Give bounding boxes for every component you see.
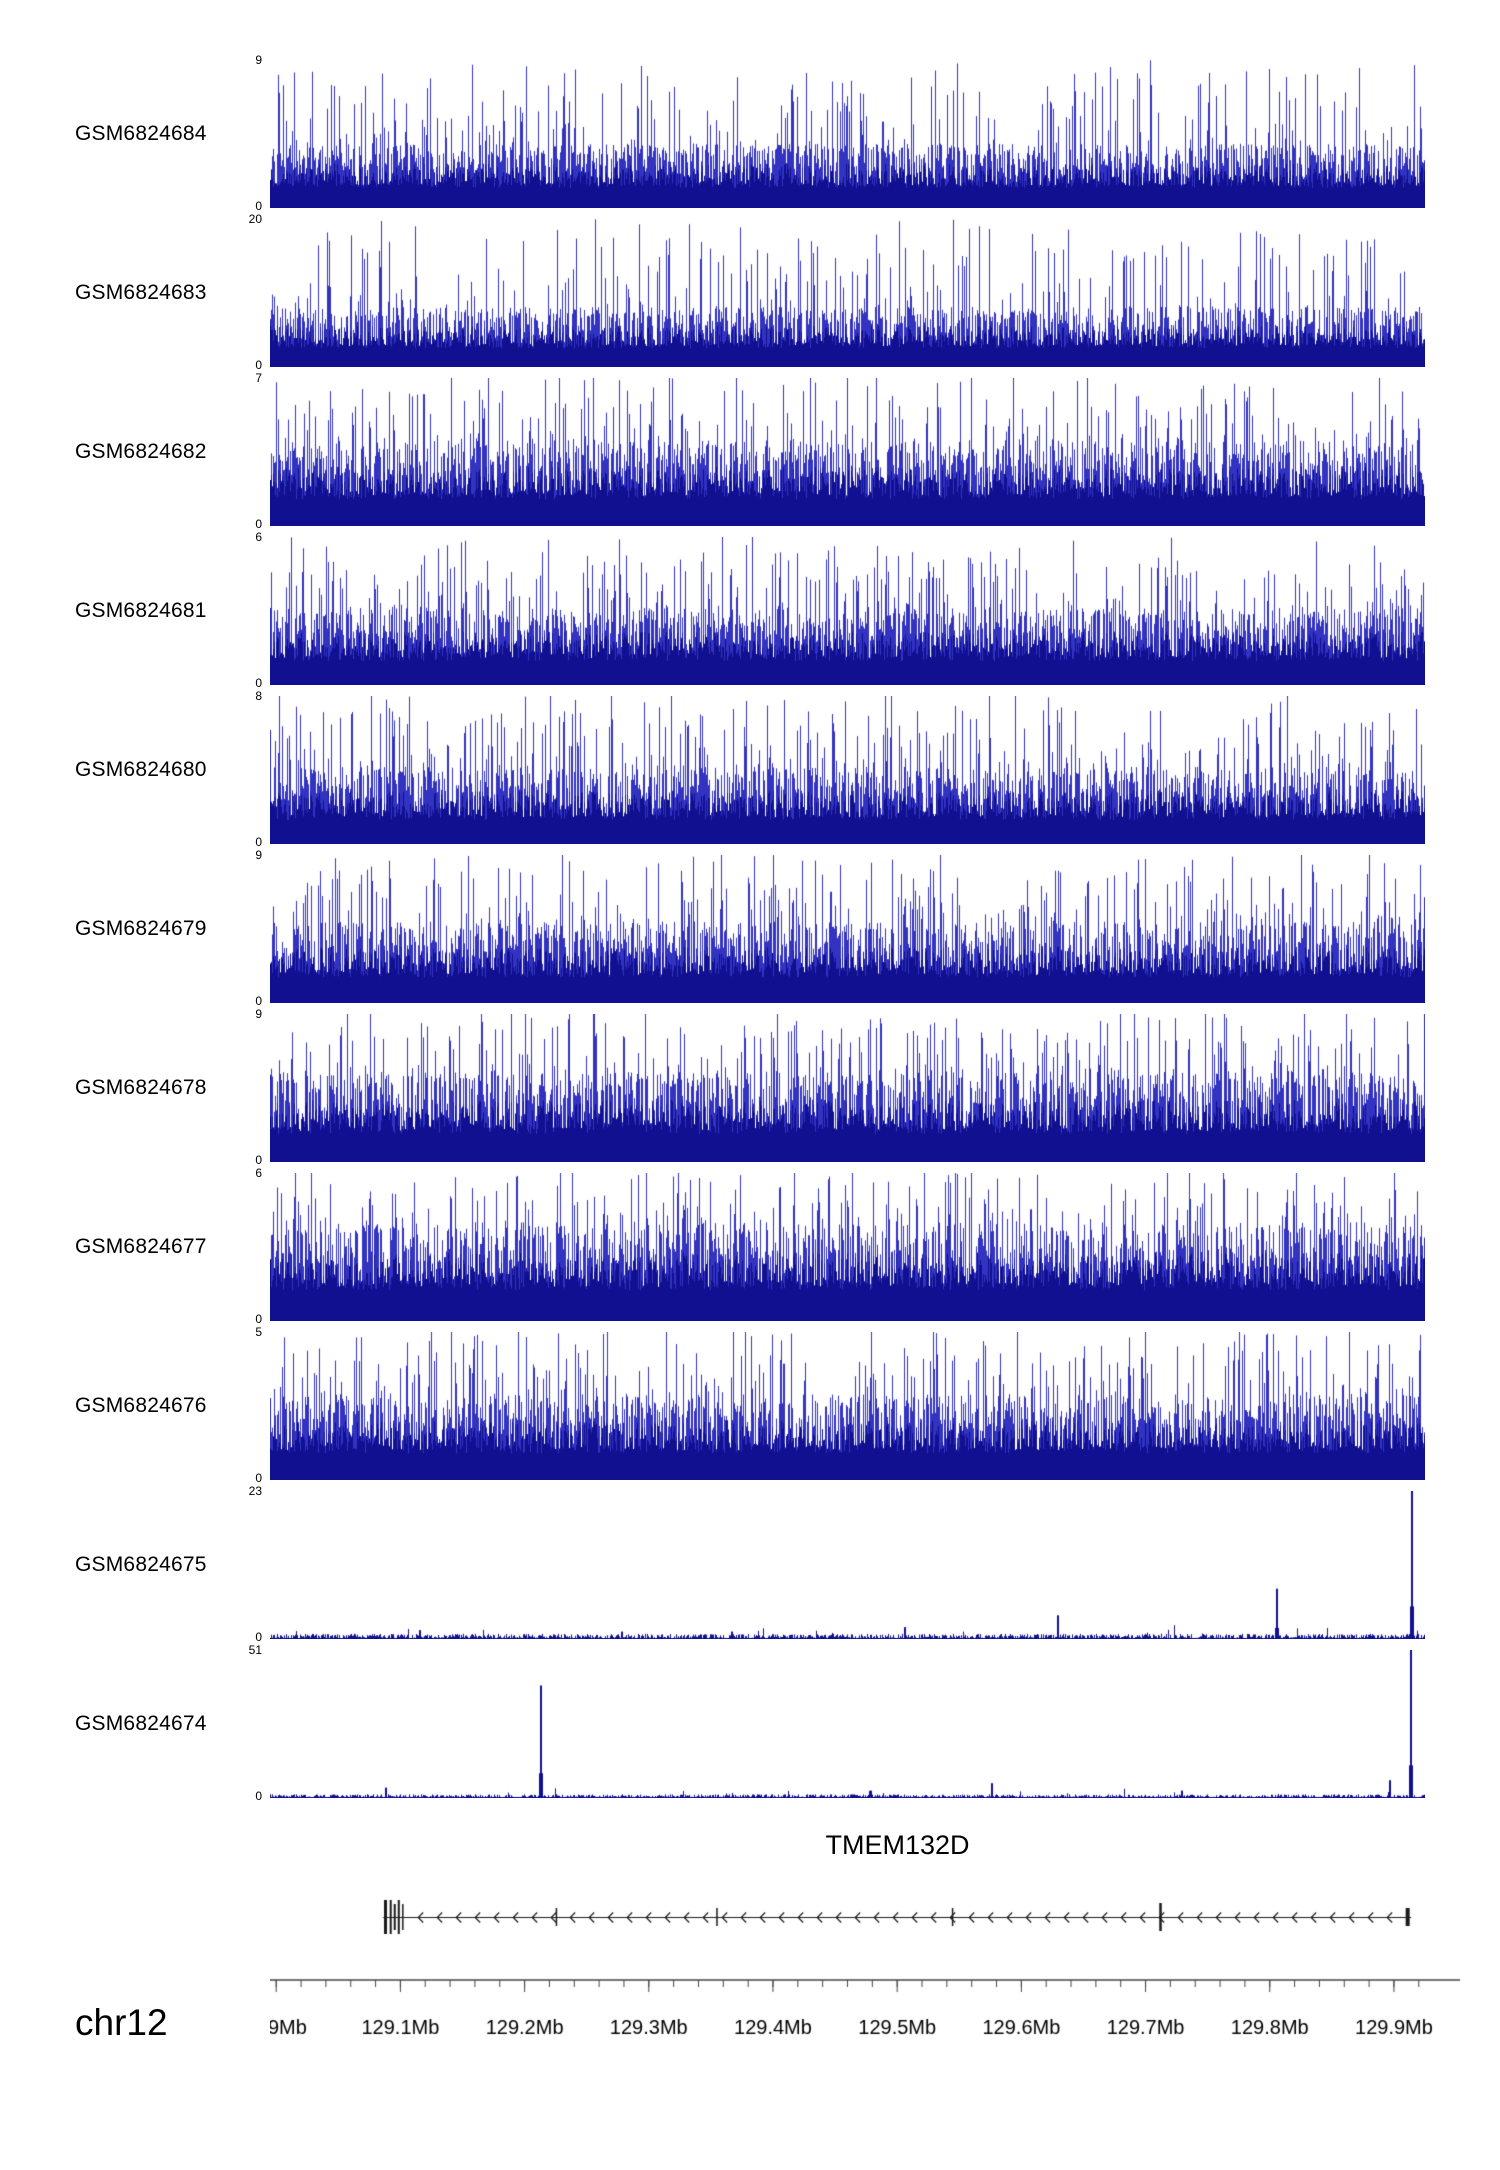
track-ymin: 0 <box>255 676 262 690</box>
gene-title: TMEM132D <box>825 1830 970 1860</box>
coverage-canvas <box>270 537 1425 685</box>
coverage-tracks: 9 GSM6824684 0 20 GSM6824683 0 7 GSM6824… <box>0 53 1500 1809</box>
track-ymin: 0 <box>255 517 262 531</box>
track-ymax: 23 <box>248 1484 262 1498</box>
track-ymin: 0 <box>255 994 262 1008</box>
coverage-track-row: 20 GSM6824683 0 <box>0 212 1500 372</box>
coverage-canvas <box>270 1173 1425 1321</box>
chromosome-label: chr12 <box>75 2002 168 2043</box>
track-ymin: 0 <box>255 1312 262 1326</box>
coverage-track-row: 9 GSM6824684 0 <box>0 53 1500 213</box>
track-label: GSM6824678 <box>75 1076 207 1099</box>
coverage-canvas <box>270 855 1425 1003</box>
coverage-track-row: 51 GSM6824674 0 <box>0 1643 1500 1803</box>
track-label: GSM6824682 <box>75 440 207 463</box>
coverage-canvas <box>270 696 1425 844</box>
track-label: GSM6824684 <box>75 122 207 145</box>
coverage-canvas <box>270 378 1425 526</box>
track-ymin: 0 <box>255 199 262 213</box>
coverage-track-row: 9 GSM6824678 0 <box>0 1007 1500 1167</box>
track-label: GSM6824681 <box>75 599 207 622</box>
track-label: GSM6824677 <box>75 1235 207 1258</box>
track-label: GSM6824676 <box>75 1394 207 1417</box>
coverage-track-row: 23 GSM6824675 0 <box>0 1484 1500 1644</box>
track-label: GSM6824675 <box>75 1553 207 1576</box>
coverage-track-row: 5 GSM6824676 0 <box>0 1325 1500 1485</box>
track-ymax: 6 <box>255 530 262 544</box>
track-label: GSM6824683 <box>75 281 207 304</box>
track-ymax: 51 <box>248 1643 262 1657</box>
track-label: GSM6824679 <box>75 917 207 940</box>
coverage-canvas <box>270 1650 1425 1798</box>
track-ymax: 8 <box>255 689 262 703</box>
coverage-canvas <box>270 219 1425 367</box>
track-ymax: 20 <box>248 212 262 226</box>
coverage-track-row: 7 GSM6824682 0 <box>0 371 1500 531</box>
track-label: GSM6824674 <box>75 1712 207 1735</box>
coverage-track-row: 8 GSM6824680 0 <box>0 689 1500 849</box>
gene-model-canvas <box>270 1872 1425 1962</box>
genome-axis-canvas <box>270 1976 1470 2066</box>
track-ymax: 5 <box>255 1325 262 1339</box>
track-ymin: 0 <box>255 835 262 849</box>
track-ymax: 6 <box>255 1166 262 1180</box>
coverage-canvas <box>270 1014 1425 1162</box>
track-ymin: 0 <box>255 358 262 372</box>
track-ymin: 0 <box>255 1471 262 1485</box>
coverage-canvas <box>270 1491 1425 1639</box>
track-ymin: 0 <box>255 1789 262 1803</box>
track-ymax: 9 <box>255 53 262 67</box>
track-ymin: 0 <box>255 1630 262 1644</box>
track-ymax: 7 <box>255 371 262 385</box>
track-ymin: 0 <box>255 1153 262 1167</box>
coverage-track-row: 9 GSM6824679 0 <box>0 848 1500 1008</box>
coverage-track-row: 6 GSM6824681 0 <box>0 530 1500 690</box>
coverage-canvas <box>270 60 1425 208</box>
track-ymax: 9 <box>255 848 262 862</box>
track-label: GSM6824680 <box>75 758 207 781</box>
coverage-track-row: 6 GSM6824677 0 <box>0 1166 1500 1326</box>
coverage-canvas <box>270 1332 1425 1480</box>
track-ymax: 9 <box>255 1007 262 1021</box>
